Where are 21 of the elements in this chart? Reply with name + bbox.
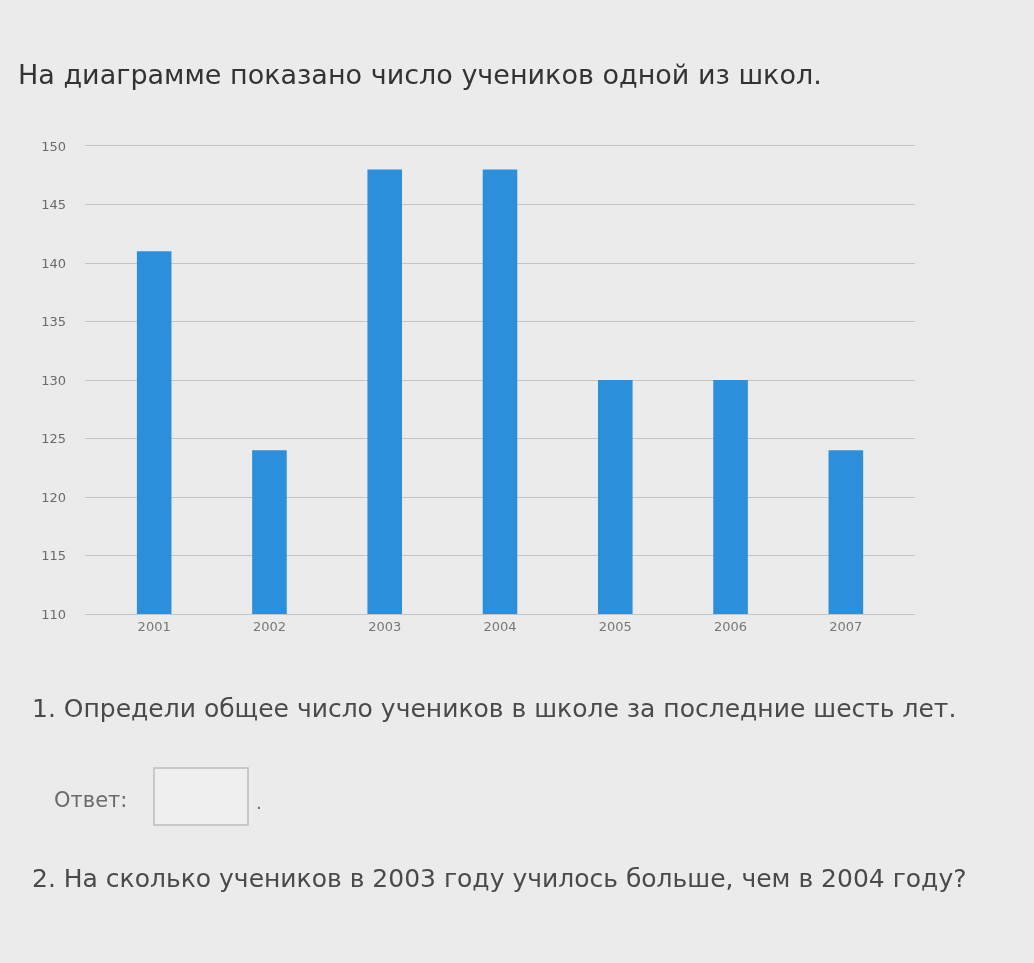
text: 2. На сколько учеников в 2003 году училось больше, чем в 2004 году? [32, 864, 967, 893]
x-tick-label: 2004 [483, 618, 517, 634]
y-tick-label: 120 [41, 489, 66, 505]
text: Ответ: [54, 788, 128, 812]
chart-title: На диаграмме показано число учеников одной из школ. [18, 59, 822, 91]
x-tick-label: 2003 [368, 618, 402, 634]
y-tick-label: 130 [41, 372, 66, 388]
y-tick-label: 140 [41, 255, 66, 271]
x-tick-label: 2001 [137, 618, 171, 634]
x-tick-label: 2007 [829, 618, 863, 634]
x-tick-label: 2005 [598, 618, 632, 634]
x-tick-label: 2002 [252, 618, 286, 634]
y-tick-label: 145 [41, 197, 66, 213]
y-tick-label: 135 [41, 314, 66, 330]
y-tick-label: 110 [41, 606, 66, 622]
y-tick-label: 150 [41, 138, 66, 154]
x-tick-label: 2006 [714, 618, 748, 634]
text: . [256, 792, 262, 813]
y-tick-label: 125 [41, 431, 66, 447]
text: 1. Определи общее число учеников в школе за последние шесть лет. [32, 694, 957, 723]
y-tick-label: 115 [41, 548, 66, 564]
